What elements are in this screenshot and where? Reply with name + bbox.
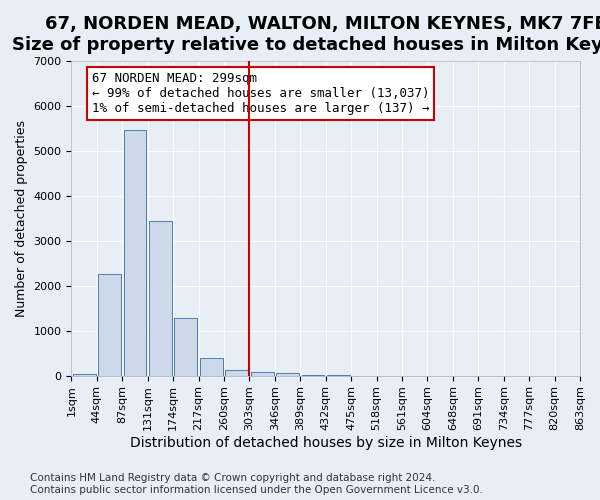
- Bar: [98, 274, 121, 376]
- Bar: [124, 130, 146, 376]
- Bar: [276, 374, 299, 376]
- Bar: [175, 318, 197, 376]
- Y-axis label: Number of detached properties: Number of detached properties: [15, 120, 28, 317]
- Bar: [149, 222, 172, 376]
- Bar: [225, 370, 248, 376]
- Title: 67, NORDEN MEAD, WALTON, MILTON KEYNES, MK7 7FE
Size of property relative to det: 67, NORDEN MEAD, WALTON, MILTON KEYNES, …: [13, 15, 600, 54]
- Text: 67 NORDEN MEAD: 299sqm
← 99% of detached houses are smaller (13,037)
1% of semi-: 67 NORDEN MEAD: 299sqm ← 99% of detached…: [92, 72, 429, 115]
- Bar: [73, 374, 95, 376]
- Text: Contains HM Land Registry data © Crown copyright and database right 2024.
Contai: Contains HM Land Registry data © Crown c…: [30, 474, 483, 495]
- Bar: [200, 358, 223, 376]
- X-axis label: Distribution of detached houses by size in Milton Keynes: Distribution of detached houses by size …: [130, 436, 522, 450]
- Bar: [251, 372, 274, 376]
- Bar: [302, 374, 325, 376]
